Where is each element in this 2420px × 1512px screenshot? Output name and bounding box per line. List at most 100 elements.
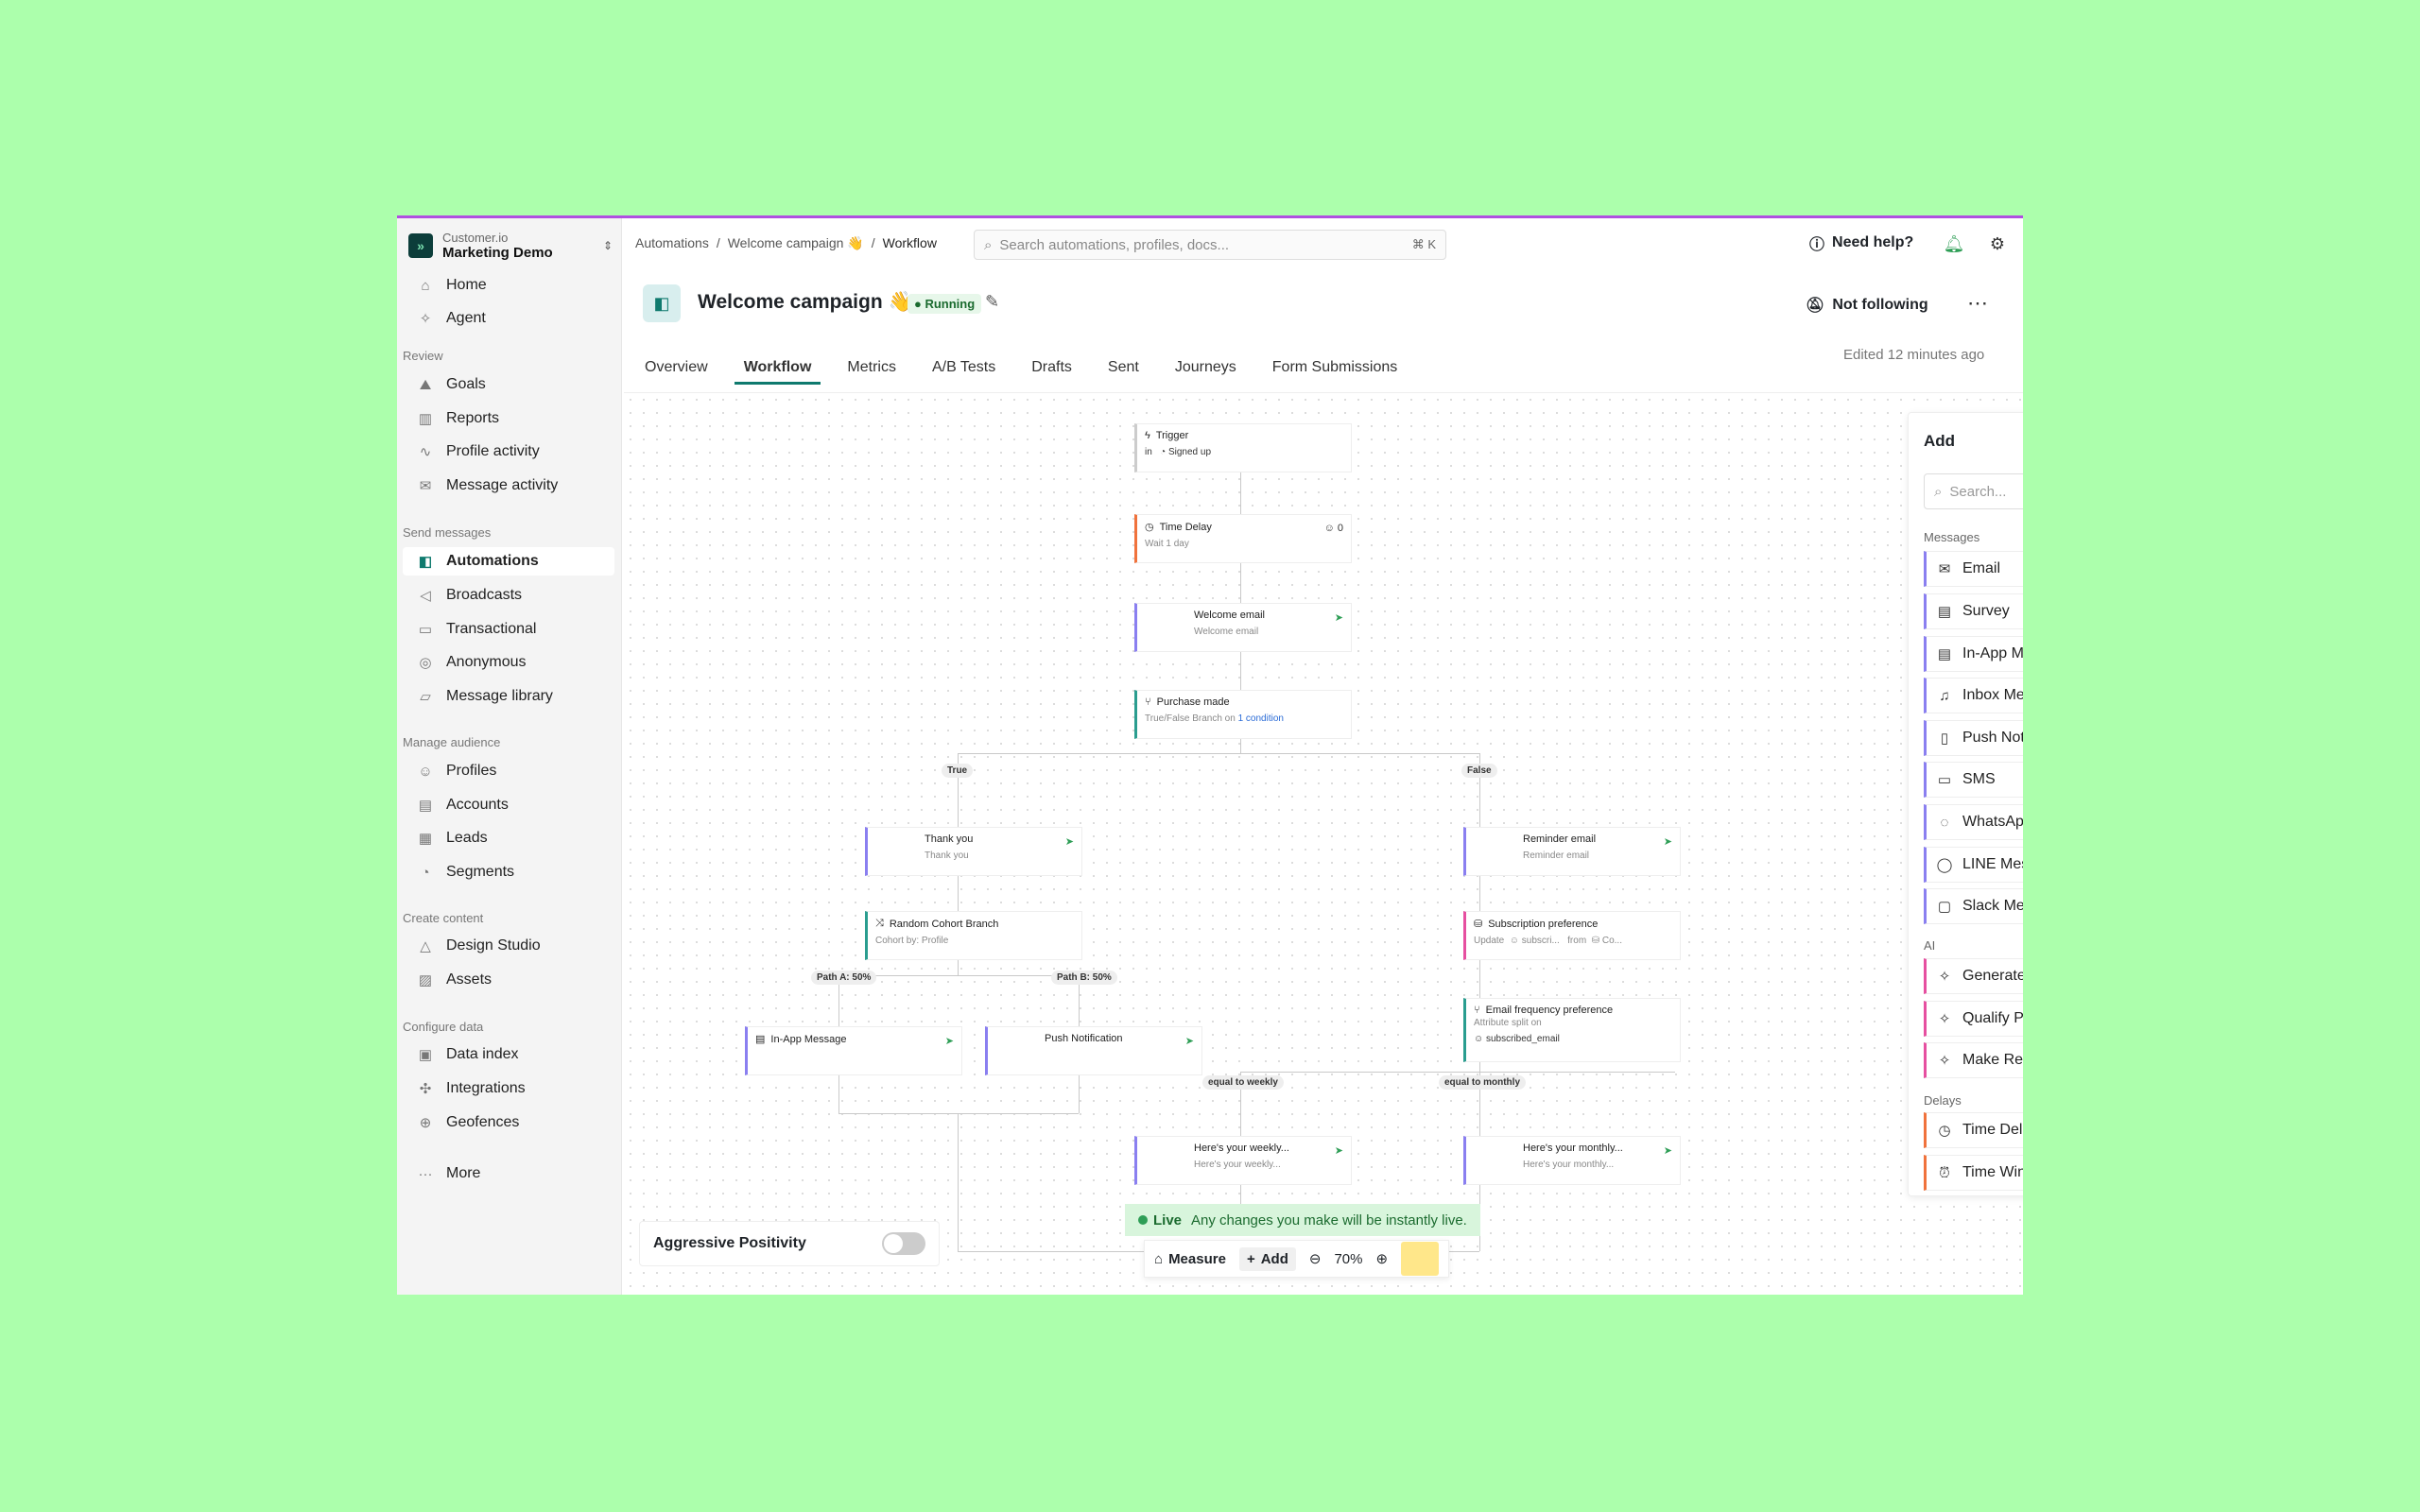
time-delay-node[interactable]: ◷ Time Delay Wait 1 day ☺ 0 bbox=[1134, 514, 1352, 563]
sidebar-item-message-activity[interactable]: ✉ Message activity bbox=[403, 472, 614, 500]
add-qualify-profiles[interactable]: ✧Qualify Profiles... bbox=[1924, 1001, 2023, 1037]
settings-gear-icon[interactable]: ⚙ bbox=[1989, 233, 2006, 253]
push-node[interactable]: Push Notification ➤ bbox=[985, 1026, 1202, 1075]
tab-form-submissions[interactable]: Form Submissions bbox=[1271, 359, 1398, 375]
sidebar-item-data-index[interactable]: ▣ Data index bbox=[403, 1040, 614, 1069]
tab-ab-tests[interactable]: A/B Tests bbox=[931, 359, 996, 375]
thank-you-node[interactable]: Thank you Thank you ➤ bbox=[865, 827, 1082, 876]
leads-icon: ▦ bbox=[418, 831, 433, 847]
sidebar-item-broadcasts[interactable]: ◁ Broadcasts bbox=[403, 581, 614, 610]
question-icon: ⓘ bbox=[1809, 237, 1825, 253]
aggressive-positivity-toggle[interactable] bbox=[882, 1232, 925, 1255]
add-button[interactable]: + Add bbox=[1238, 1246, 1296, 1271]
sms-icon: ▭ bbox=[1937, 772, 1952, 788]
chevron-updown-icon: ⇕ bbox=[602, 239, 613, 252]
add-in-app[interactable]: ▤In-App Message bbox=[1924, 636, 2023, 672]
zoom-in-icon[interactable]: ⊕ bbox=[1375, 1251, 1389, 1267]
purchase-branch-node[interactable]: ⑂ Purchase made True/False Branch on 1 co… bbox=[1134, 690, 1352, 739]
measure-icon: ⌂ bbox=[1154, 1250, 1164, 1267]
sidebar-group-review: Review bbox=[403, 349, 443, 363]
sidebar-item-design-studio[interactable]: △ Design Studio bbox=[403, 932, 614, 960]
whatsapp-icon: ◌ bbox=[1940, 814, 1949, 831]
add-time-delay[interactable]: ◷Time Delay bbox=[1924, 1112, 2023, 1148]
weekly-email-node[interactable]: Here's your weekly... Here's your weekly… bbox=[1134, 1136, 1352, 1185]
sidebar-item-profile-activity[interactable]: ∿ Profile activity bbox=[403, 438, 614, 466]
add-generate-content[interactable]: ✧Generate Content... bbox=[1924, 958, 2023, 994]
tab-metrics[interactable]: Metrics bbox=[847, 359, 896, 375]
mail-icon: ✉ bbox=[1938, 561, 1951, 577]
sidebar-item-transactional[interactable]: ▭ Transactional bbox=[403, 615, 614, 644]
tab-drafts[interactable]: Drafts bbox=[1031, 359, 1072, 375]
add-panel-title: Add bbox=[1924, 432, 1956, 450]
sidebar-item-reports[interactable]: ▥ Reports bbox=[403, 404, 614, 433]
add-whatsapp[interactable]: ◌WhatsApp bbox=[1924, 804, 2023, 840]
add-inbox[interactable]: ♫Inbox Message bbox=[1924, 678, 2023, 713]
bar-chart-icon: ▥ bbox=[418, 411, 433, 427]
monthly-label: equal to monthly bbox=[1439, 1075, 1526, 1090]
sidebar-item-anonymous[interactable]: ◎ Anonymous bbox=[403, 648, 614, 677]
tab-workflow[interactable]: Workflow bbox=[734, 351, 821, 385]
breadcrumb: Automations / Welcome campaign 👋 / Workflo… bbox=[635, 235, 937, 250]
welcome-email-node[interactable]: Welcome email Welcome email ➤ bbox=[1134, 603, 1352, 652]
sidebar-item-leads[interactable]: ▦ Leads bbox=[403, 824, 614, 852]
sidebar-group-configure-data: Configure data bbox=[403, 1020, 484, 1034]
add-push[interactable]: ▯Push Notification bbox=[1924, 720, 2023, 756]
sidebar-item-profiles[interactable]: ☺ Profiles bbox=[403, 757, 614, 785]
zoom-out-icon[interactable]: ⊖ bbox=[1308, 1251, 1322, 1267]
add-survey[interactable]: ▤ Survey bbox=[1924, 593, 2023, 629]
sidebar-item-automations[interactable]: ◧ Automations bbox=[403, 547, 614, 576]
follow-button[interactable]: 🔕︎ Not following bbox=[1806, 297, 1928, 314]
condition-link[interactable]: 1 condition bbox=[1237, 713, 1284, 724]
sidebar-item-assets[interactable]: ▨ Assets bbox=[403, 966, 614, 994]
notification-bell-icon[interactable]: 🔔︎ bbox=[1943, 233, 1965, 253]
sidebar: » Customer.io Marketing Demo ⇕ ⌂ Home ✧ Ag… bbox=[397, 218, 622, 1295]
add-line[interactable]: ◯LINE Message bbox=[1924, 847, 2023, 883]
sidebar-item-goals[interactable]: ⛰ Goals bbox=[403, 370, 614, 399]
sidebar-item-agent[interactable]: ✧ Agent bbox=[403, 304, 614, 333]
add-sms[interactable]: ▭ SMS bbox=[1924, 762, 2023, 798]
terminal-icon: ▭ bbox=[418, 622, 433, 638]
add-search-input[interactable]: ⌕ Search... bbox=[1924, 473, 2023, 509]
sidebar-item-segments[interactable]: ◔ Segments bbox=[403, 858, 614, 886]
inbox-icon: ✉ bbox=[419, 478, 432, 494]
sent-check-icon: ➤ bbox=[1663, 836, 1672, 848]
add-email[interactable]: ✉ Email bbox=[1924, 551, 2023, 587]
tab-overview[interactable]: Overview bbox=[645, 359, 708, 375]
subscription-node[interactable]: ⛁ Subscription preference Update ☺ subscr… bbox=[1463, 911, 1681, 960]
monthly-email-node[interactable]: Here's your monthly... Here's your month… bbox=[1463, 1136, 1681, 1185]
workflow-canvas[interactable]: ϟ Trigger in ◔ Signed up ◷ Time Delay Wait… bbox=[624, 392, 2023, 1295]
more-options-button[interactable]: ⋯ bbox=[1967, 291, 1988, 315]
sidebar-item-geofences[interactable]: ⊕ Geofences bbox=[403, 1108, 614, 1137]
sidebar-item-more[interactable]: ··· More bbox=[403, 1160, 614, 1188]
canvas-toolbar: ⌂ Measure + Add ⊖ 70% ⊕ bbox=[1144, 1240, 1450, 1278]
sidebar-item-message-library[interactable]: ▱ Message library bbox=[403, 682, 614, 711]
breadcrumb-campaign[interactable]: Welcome campaign 👋 bbox=[727, 235, 864, 250]
slack-icon: ▢ bbox=[1937, 899, 1952, 915]
pencil-icon[interactable]: ✎ bbox=[985, 292, 1000, 311]
workspace-switcher[interactable]: » Customer.io Marketing Demo ⇕ bbox=[408, 230, 613, 262]
alarm-icon: ⏰︎ bbox=[1939, 1164, 1950, 1181]
sidebar-group-send-messages: Send messages bbox=[403, 525, 492, 540]
in-app-node[interactable]: ▤ In-App Message ➤ bbox=[745, 1026, 962, 1075]
add-make-recommendation[interactable]: ✧Make Recommendation... bbox=[1924, 1042, 2023, 1078]
sent-check-icon: ➤ bbox=[1334, 1145, 1343, 1157]
cohort-branch-node[interactable]: ⤨ Random Cohort Branch Cohort by: Profile bbox=[865, 911, 1082, 960]
sidebar-item-accounts[interactable]: ▤ Accounts bbox=[403, 791, 614, 819]
help-button[interactable]: ⓘ Need help? bbox=[1809, 232, 1913, 254]
breadcrumb-automations[interactable]: Automations bbox=[635, 235, 709, 250]
search-input[interactable]: ⌕ Search automations, profiles, docs... … bbox=[974, 230, 1446, 260]
trigger-node[interactable]: ϟ Trigger in ◔ Signed up bbox=[1134, 423, 1352, 472]
puzzle-icon: ✣ bbox=[419, 1081, 432, 1097]
sidebar-item-home[interactable]: ⌂ Home bbox=[403, 271, 614, 300]
building-icon: ▤ bbox=[418, 798, 433, 814]
frequency-branch-node[interactable]: ⑂ Email frequency preference Attribute sp… bbox=[1463, 998, 1681, 1062]
tab-sent[interactable]: Sent bbox=[1107, 359, 1139, 375]
measure-button[interactable]: ⌂ Measure bbox=[1154, 1250, 1226, 1267]
sticky-note-icon[interactable] bbox=[1401, 1242, 1440, 1276]
sidebar-item-integrations[interactable]: ✣ Integrations bbox=[403, 1074, 614, 1103]
add-time-window[interactable]: ⏰︎Time Window bbox=[1924, 1155, 2023, 1191]
reminder-email-node[interactable]: Reminder email Reminder email ➤ bbox=[1463, 827, 1681, 876]
tab-journeys[interactable]: Journeys bbox=[1174, 359, 1236, 375]
add-slack[interactable]: ▢Slack Message bbox=[1924, 888, 2023, 924]
more-dots-icon: ··· bbox=[418, 1165, 433, 1182]
